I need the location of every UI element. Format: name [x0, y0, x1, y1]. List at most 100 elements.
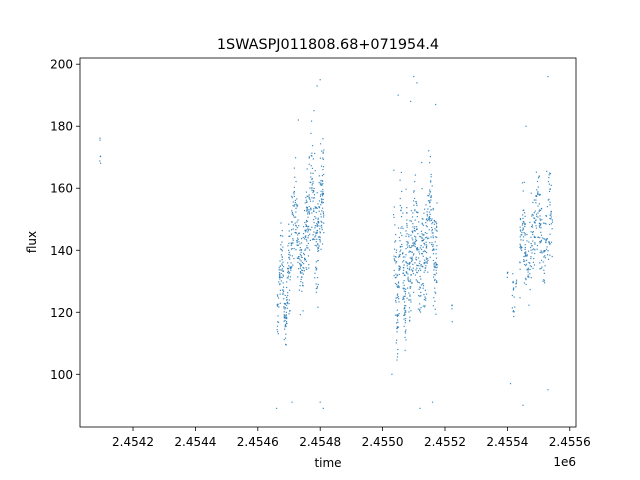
data-point — [282, 235, 284, 237]
data-point — [523, 282, 526, 284]
data-point — [306, 247, 308, 249]
data-point — [426, 238, 429, 240]
data-point — [418, 282, 420, 284]
data-point — [311, 184, 313, 186]
data-point — [512, 289, 514, 291]
data-point — [299, 253, 301, 256]
data-point — [419, 287, 421, 289]
data-point — [394, 282, 397, 285]
data-point — [432, 235, 434, 237]
data-point — [424, 289, 426, 291]
data-point — [397, 314, 399, 316]
data-point — [316, 225, 318, 228]
data-point — [311, 167, 314, 170]
data-point — [302, 252, 305, 254]
data-point — [433, 262, 435, 265]
data-point — [422, 287, 424, 289]
data-point — [287, 268, 289, 270]
data-point — [415, 258, 417, 260]
data-point — [289, 271, 291, 274]
data-point — [398, 298, 400, 300]
data-point — [297, 257, 299, 259]
data-point — [279, 260, 281, 262]
data-point — [279, 278, 281, 280]
data-point — [291, 401, 293, 403]
data-point — [404, 291, 407, 293]
data-point — [436, 230, 438, 232]
data-point — [295, 232, 297, 234]
data-point — [299, 243, 301, 245]
data-point — [406, 262, 408, 264]
data-point — [414, 226, 416, 228]
data-point — [316, 85, 318, 87]
data-point — [399, 254, 401, 256]
data-point — [420, 306, 422, 309]
data-point — [288, 272, 290, 275]
data-point — [314, 216, 316, 218]
data-point — [550, 216, 552, 218]
data-point — [288, 230, 290, 232]
data-point — [420, 236, 422, 238]
data-point — [522, 404, 524, 406]
data-point — [322, 201, 325, 204]
data-point — [416, 249, 418, 251]
data-point — [550, 184, 552, 186]
data-point — [406, 287, 409, 289]
data-point — [311, 178, 314, 180]
data-point — [285, 311, 288, 313]
data-point — [511, 307, 513, 309]
data-point — [524, 223, 527, 225]
data-point — [425, 293, 428, 295]
data-point — [317, 248, 319, 250]
data-point — [427, 258, 429, 260]
data-point — [294, 222, 296, 224]
data-point — [525, 125, 527, 127]
data-point — [524, 226, 526, 228]
data-point — [423, 234, 425, 236]
data-point — [316, 277, 319, 279]
data-point — [397, 296, 399, 298]
data-point — [550, 218, 552, 220]
data-point — [283, 328, 286, 330]
data-point — [286, 277, 288, 279]
data-point — [429, 242, 431, 244]
data-point — [320, 184, 322, 186]
data-point — [519, 217, 522, 220]
data-point — [393, 169, 395, 171]
data-point — [434, 266, 436, 269]
data-point — [420, 265, 422, 267]
data-point — [300, 278, 302, 281]
data-point — [425, 222, 427, 224]
data-point — [434, 265, 436, 267]
data-point — [418, 295, 420, 297]
data-point — [396, 326, 399, 329]
data-point — [318, 238, 320, 241]
data-point — [539, 262, 541, 264]
data-point — [286, 296, 288, 299]
data-point — [397, 314, 399, 317]
data-point — [551, 255, 553, 258]
data-point — [317, 283, 319, 286]
data-point — [298, 232, 301, 234]
data-point — [549, 204, 551, 206]
data-point — [308, 196, 310, 198]
data-point — [539, 237, 541, 239]
data-point — [402, 287, 404, 289]
data-point — [406, 207, 408, 209]
data-point — [288, 223, 290, 225]
data-point — [421, 253, 423, 255]
data-point — [396, 285, 398, 287]
data-point — [299, 259, 301, 261]
data-point — [288, 242, 290, 244]
data-point — [423, 259, 426, 261]
data-point — [413, 190, 415, 192]
data-point — [545, 242, 547, 244]
data-point — [297, 261, 299, 263]
data-point — [522, 236, 525, 238]
data-point — [303, 238, 305, 240]
data-point — [397, 281, 400, 283]
data-point — [284, 307, 287, 309]
data-point — [530, 225, 533, 228]
data-point — [407, 279, 409, 281]
data-point — [425, 245, 428, 248]
